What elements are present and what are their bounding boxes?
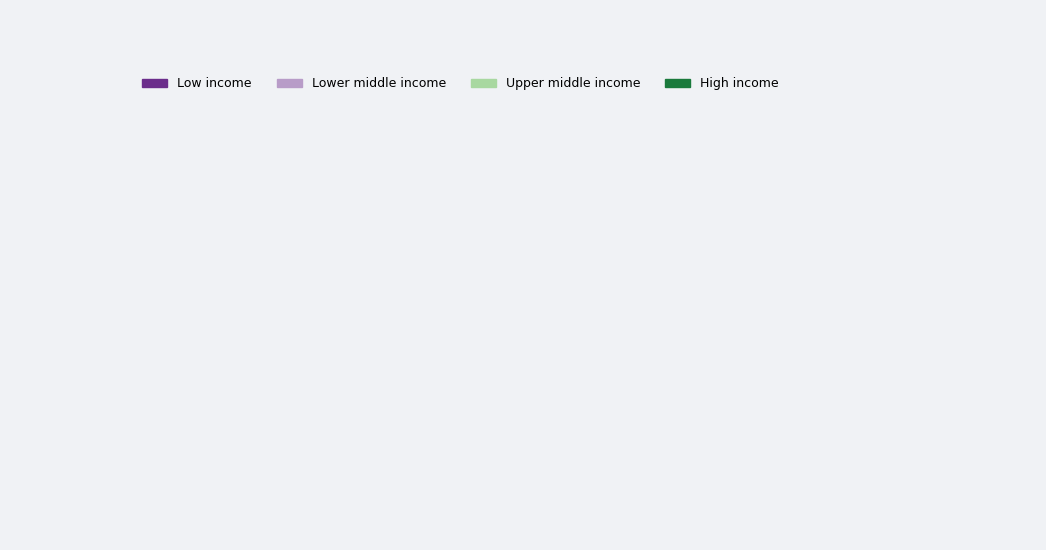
Legend: Low income, Lower middle income, Upper middle income, High income: Low income, Lower middle income, Upper m… bbox=[137, 72, 783, 95]
